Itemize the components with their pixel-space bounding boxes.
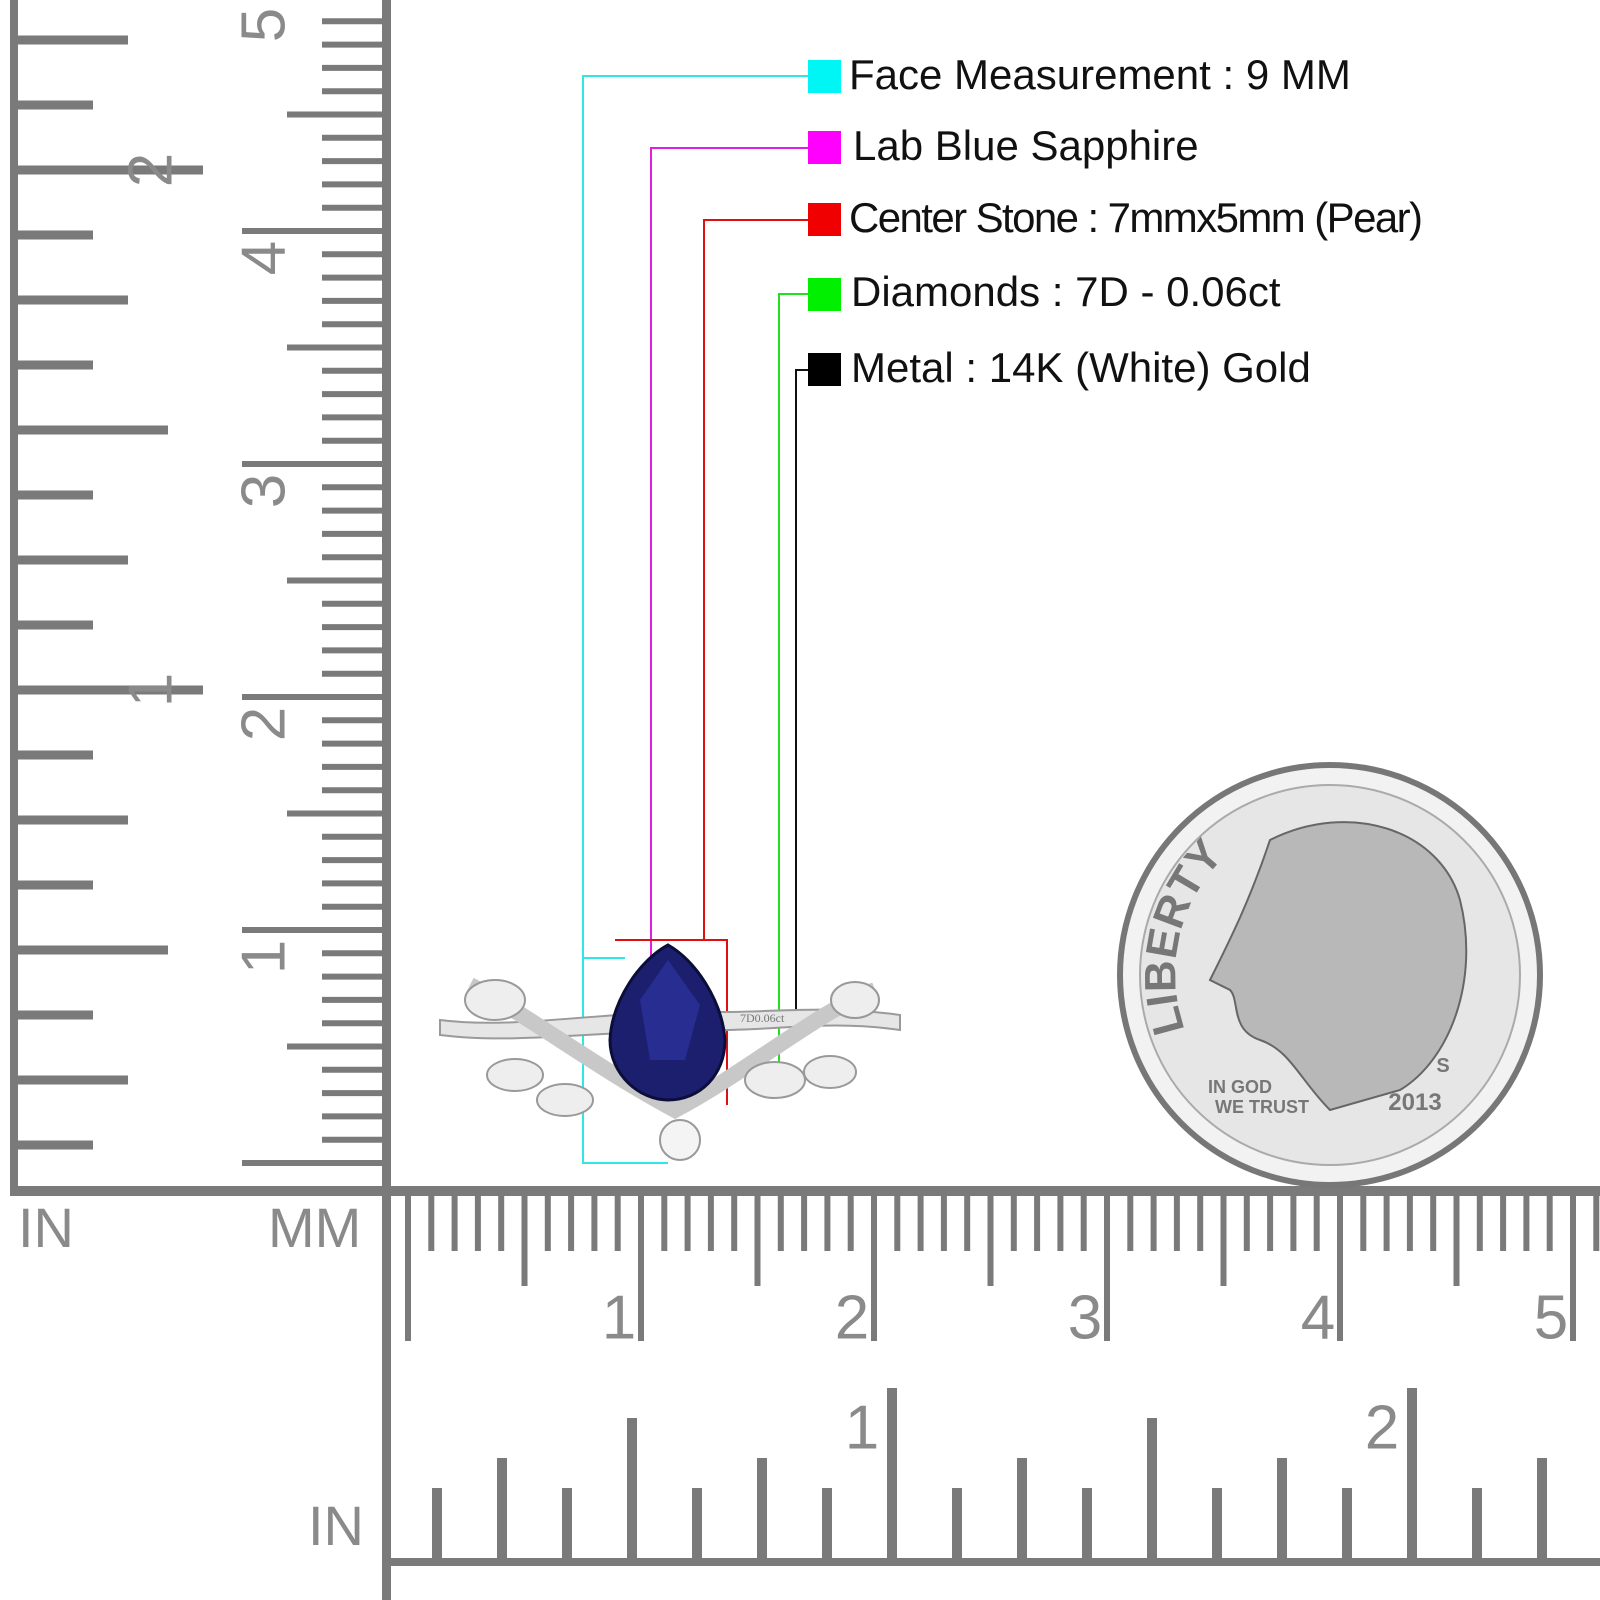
coin-text: IN GOD: [1208, 1077, 1272, 1097]
ruler-label: 1: [602, 1283, 636, 1352]
ruler-label: 3: [1068, 1283, 1102, 1352]
leaf: [536, 1083, 594, 1117]
coin-portrait: [1208, 821, 1468, 1112]
ruler-label: 1: [845, 1393, 879, 1462]
leader-line: [795, 369, 808, 1040]
legend-swatch: [808, 131, 841, 164]
leaf: [803, 1055, 857, 1089]
engraving: 7D0.06ct: [740, 1011, 785, 1025]
legend-swatch: [808, 278, 841, 311]
leaf: [830, 981, 880, 1019]
leader-lines: [582, 75, 808, 1164]
legend-label: Face Measurement : 9 MM: [849, 51, 1351, 98]
coin: LIBERTY IN GOD WE TRUST S 2013: [1117, 762, 1543, 1188]
ruler-edge: [10, 1186, 1600, 1196]
ruler-label: 4: [1301, 1283, 1335, 1352]
unit-label: IN: [18, 1196, 74, 1259]
leader-line: [778, 293, 808, 1080]
ruler-label: 5: [1534, 1283, 1568, 1352]
leader-line: [650, 147, 808, 1012]
rulers: 5 4 3 2 1 2 1 1 2 3 4 5 1 2: [10, 0, 1600, 1600]
legend-swatch: [808, 203, 841, 236]
ruler-edge: [10, 0, 18, 1195]
ruler-label: 2: [116, 153, 185, 187]
ruler-label: 1: [229, 940, 298, 974]
coin-text: WE TRUST: [1215, 1097, 1309, 1117]
ruler-label: 2: [1365, 1393, 1399, 1462]
legend-label: Center Stone : 7mmx5mm (Pear): [849, 194, 1423, 241]
ruler-label: 2: [229, 707, 298, 741]
stone-facet: [640, 960, 700, 1060]
leader-line: [703, 219, 808, 940]
legend-swatch: [808, 60, 841, 93]
coin-text: 2013: [1388, 1089, 1441, 1116]
ring: 7D0.06ct: [439, 943, 901, 1161]
leaf: [486, 1058, 544, 1092]
coin-text: S: [1436, 1055, 1449, 1077]
legend-label: Diamonds : 7D - 0.06ct: [851, 268, 1281, 315]
ring-crown: [466, 977, 878, 1120]
legend-swatch: [808, 353, 841, 386]
ruler-edge: [382, 0, 391, 1600]
leaf: [464, 979, 526, 1021]
legend-label: Metal : 14K (White) Gold: [851, 344, 1311, 391]
leaf: [744, 1061, 806, 1099]
leader-line: [615, 939, 728, 1105]
ruler-label: 3: [229, 474, 298, 508]
ruler-edge: [382, 1558, 1600, 1566]
leader-line: [582, 75, 808, 1164]
ruler-label: 5: [229, 8, 298, 42]
unit-label: IN: [308, 1494, 364, 1557]
ruler-label: 1: [116, 673, 185, 707]
ruler-label: 2: [835, 1283, 869, 1352]
diamond: [659, 1119, 701, 1161]
legend-label: Lab Blue Sapphire: [853, 122, 1199, 169]
ruler-label: 4: [229, 241, 298, 275]
unit-label: MM: [268, 1196, 361, 1259]
